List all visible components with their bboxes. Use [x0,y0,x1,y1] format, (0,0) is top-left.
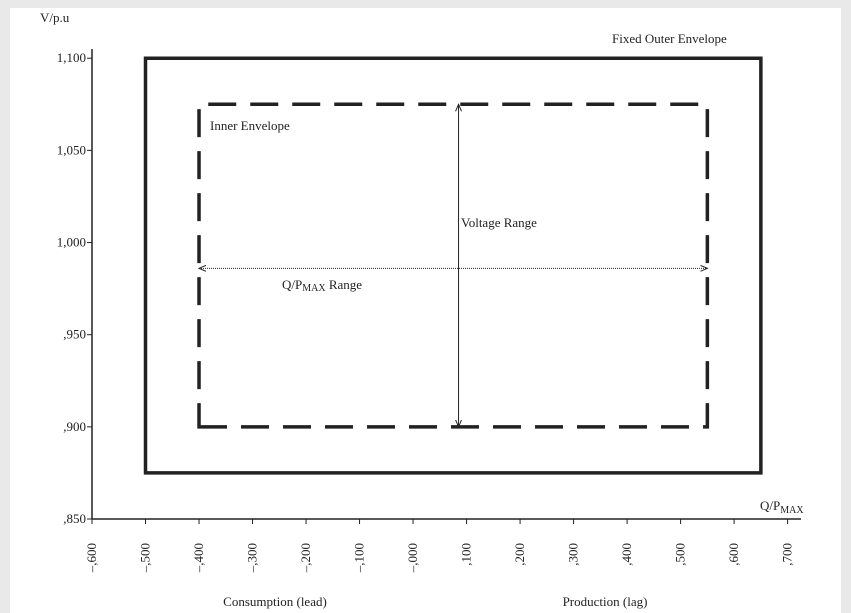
y-axis-label: V/p.u [40,10,70,25]
range-label: Q/PMAX Range [282,277,362,294]
x-axis-label-main: Q/P [760,498,780,513]
annotation: Consumption (lead) [223,594,327,609]
envelope [197,102,710,429]
envelope-label: Inner Envelope [210,118,290,133]
x-tick-label: ,100 [459,543,474,566]
x-tick-label: –,300 [245,543,260,573]
y-tick-label: 1,000 [57,235,86,250]
x-tick-label: ,600 [726,543,741,566]
x-tick-label: –,100 [352,543,367,573]
range-label-main: Q/P [282,277,302,292]
plot-background [10,8,841,613]
y-tick-label: ,900 [63,419,86,434]
x-axis-label: Q/PMAX [760,498,804,516]
envelope [143,56,763,475]
x-tick-label: ,300 [566,543,581,566]
range-label-sub: MAX [302,283,326,294]
y-tick-label: ,950 [63,327,86,342]
range-label: Voltage Range [461,215,537,230]
y-tick-label: 1,050 [57,142,86,157]
y-tick-label: 1,100 [57,50,86,65]
x-tick-label: ,500 [673,543,688,566]
x-tick-label: ,200 [512,543,527,566]
range-label-tail: Range [326,277,363,292]
x-axis-label-sub: MAX [780,505,804,516]
x-tick-label: –,600 [84,543,99,573]
y-tick-label: ,850 [63,511,86,526]
x-tick-label: ,700 [780,543,795,566]
x-tick-label: ,400 [619,543,634,566]
annotation: Production (lag) [563,594,648,609]
x-tick-label: –,500 [138,543,153,573]
x-tick-label: –,200 [298,543,313,573]
x-tick-label: –,400 [191,543,206,573]
x-tick-label: –,000 [405,543,420,573]
envelope-label: Fixed Outer Envelope [612,31,727,46]
